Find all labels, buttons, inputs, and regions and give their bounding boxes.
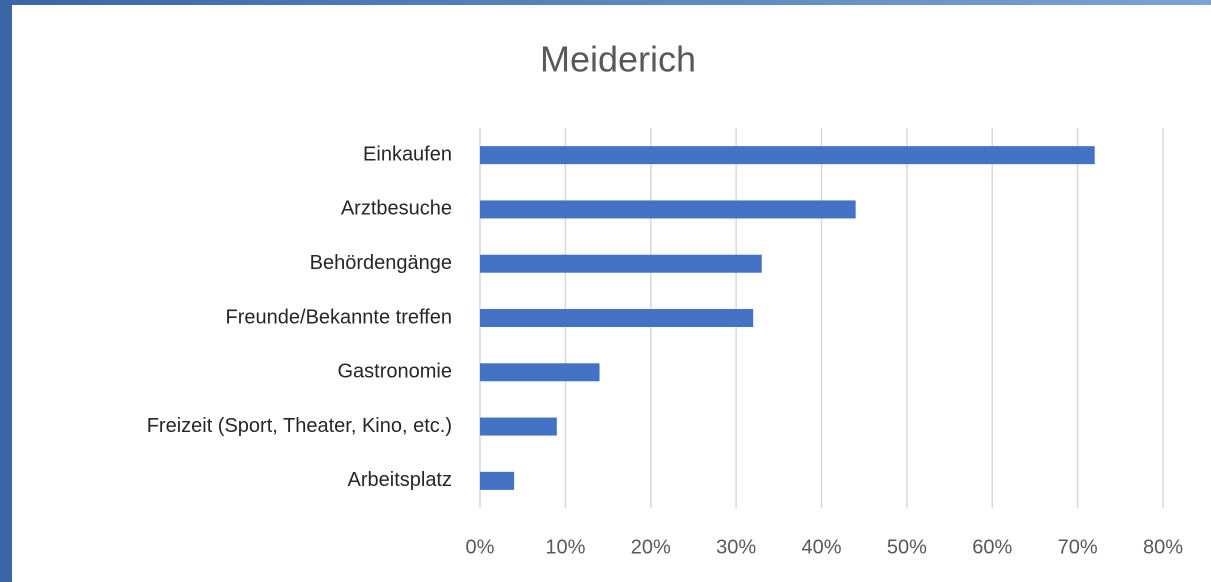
y-tick-label: Freunde/Bekannte treffen (226, 306, 452, 328)
y-tick-label: Arztbesuche (341, 198, 452, 220)
bar (480, 146, 1095, 165)
x-tick-label: 70% (1058, 536, 1098, 558)
bar (480, 200, 856, 219)
x-tick-label: 60% (972, 536, 1012, 558)
y-tick-label: Behördengänge (310, 252, 452, 274)
chart-area (12, 5, 1211, 582)
y-tick-label: Freizeit (Sport, Theater, Kino, etc.) (147, 415, 452, 437)
y-tick-label: Arbeitsplatz (348, 469, 453, 491)
x-tick-label: 40% (801, 536, 841, 558)
bar (480, 417, 557, 436)
y-tick-label: Einkaufen (363, 143, 452, 165)
x-tick-label: 30% (716, 536, 756, 558)
y-tick-label: Gastronomie (338, 361, 453, 383)
x-tick-label: 20% (631, 536, 671, 558)
bar (480, 309, 754, 327)
chart-title: Meiderich (540, 39, 696, 80)
x-tick-label: 50% (887, 536, 927, 558)
bar (480, 254, 762, 273)
x-tick-label: 10% (545, 536, 585, 558)
bar (480, 363, 600, 382)
bar (480, 471, 515, 490)
x-tick-label: 0% (466, 536, 495, 558)
x-tick-label: 80% (1143, 536, 1183, 558)
